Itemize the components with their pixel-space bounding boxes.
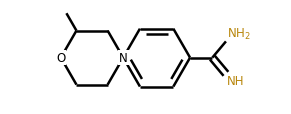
- Text: N: N: [119, 52, 127, 65]
- Text: NH$_2$: NH$_2$: [227, 27, 251, 41]
- Text: O: O: [56, 52, 65, 65]
- Text: NH: NH: [227, 75, 244, 88]
